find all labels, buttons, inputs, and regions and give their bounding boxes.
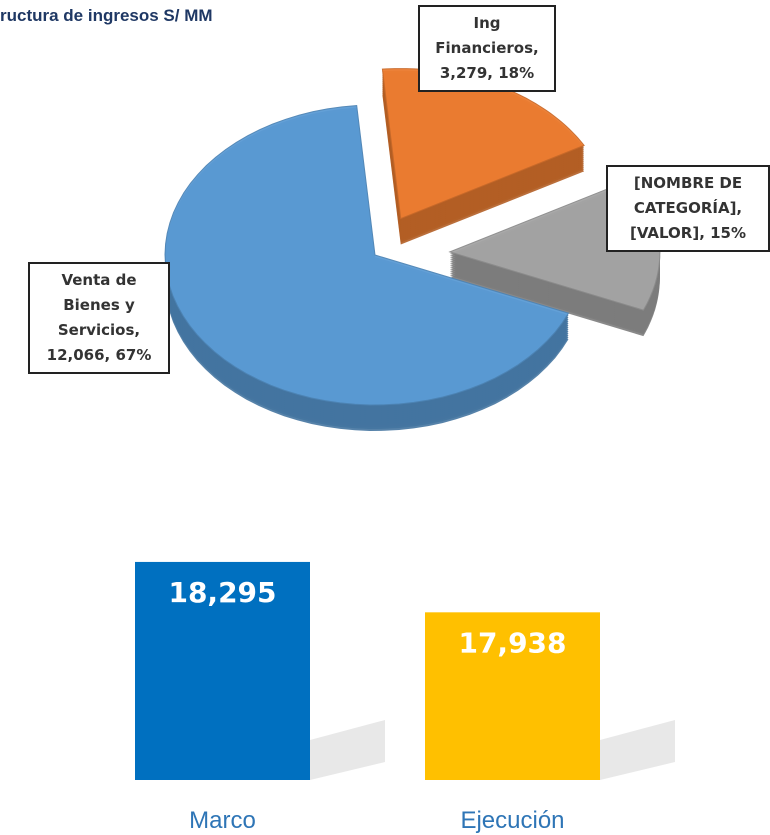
x-tick-label: Ejecución [460,807,564,834]
bar-shadow [310,720,385,780]
data-label: Ing Financieros, 3,279, 18% [418,5,556,92]
data-label: Venta de Bienes y Servicios, 12,066, 67% [28,262,170,374]
x-tick-label: Marco [189,807,256,834]
data-label: [NOMBRE DE CATEGORÍA], [VALOR], 15% [606,165,770,252]
pie-slice [164,105,570,406]
bar [425,612,600,780]
value-label: 18,295 [168,576,276,609]
bar-shadow [600,720,675,780]
value-label: 17,938 [458,626,566,659]
bar [135,561,310,780]
chart-title: ructura de ingresos S/ MM [0,6,213,25]
